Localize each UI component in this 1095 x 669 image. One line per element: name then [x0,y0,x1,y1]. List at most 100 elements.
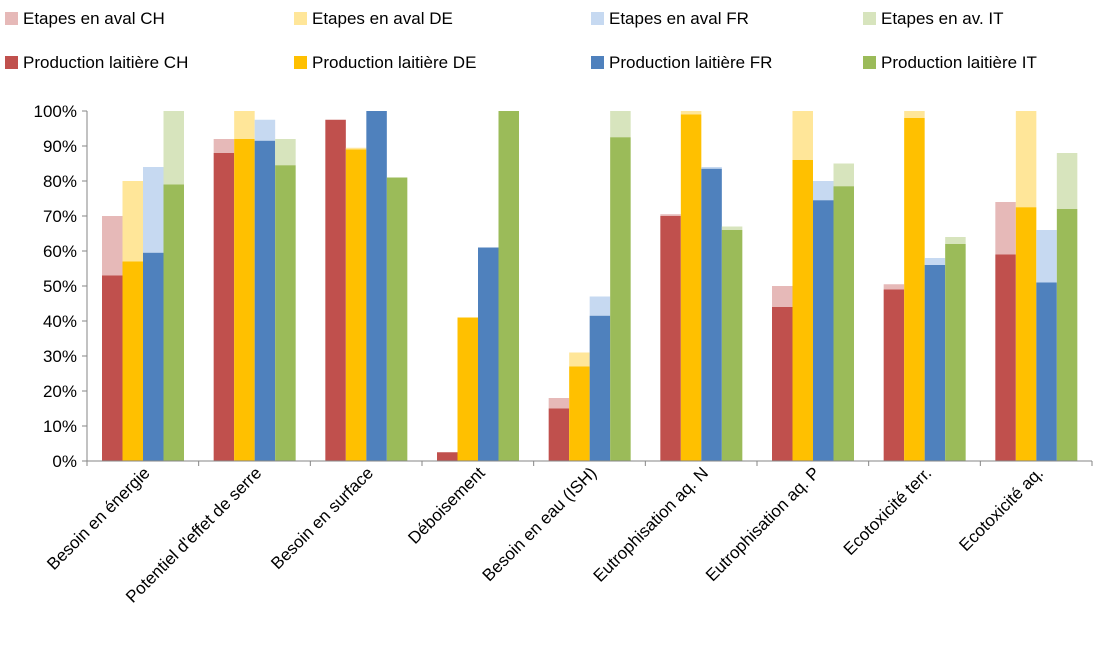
x-category-label: Besoin en énergie [43,463,153,573]
bar-downstream-de-besoin-en-eau-ish [569,352,590,367]
y-tick-label: 20% [43,382,77,401]
bar-downstream-it-ecotoxicite-terr [945,237,966,244]
bar-production-fr-besoin-en-surface [366,111,387,461]
bar-production-ch-potentiel-d-effet-de-serre [213,153,235,461]
x-category-label: Ecotoxicité terr. [840,463,936,559]
bar-downstream-it-ecotoxicite-aq [1056,153,1078,209]
bar-production-it-potentiel-d-effet-de-serre [275,165,296,461]
x-category-label: Déboisement [404,463,488,547]
legend-swatch [863,12,876,25]
legend-label: Etapes en av. IT [881,9,1004,28]
bar-downstream-it-potentiel-d-effet-de-serre [275,139,296,166]
bar-production-ch-deboisement [437,452,458,461]
x-category-label: Eutrophisation aq. P [702,463,824,585]
bar-production-fr-deboisement [478,247,499,461]
legend-label: Etapes en aval FR [609,9,749,28]
bar-downstream-fr-besoin-en-energie [143,167,164,253]
bar-downstream-ch-ecotoxicite-aq [995,202,1016,255]
legend-item-production-laitiere-it: Production laitière IT [863,53,1037,72]
bar-downstream-ch-eutrophisation-aq-n [660,214,681,216]
bar-production-it-besoin-en-energie [163,184,184,461]
bar-production-ch-eutrophisation-aq-p [772,307,793,461]
y-tick-label: 90% [43,137,77,156]
bar-downstream-de-besoin-en-surface [345,147,367,150]
y-tick-label: 70% [43,207,77,226]
bar-production-de-besoin-en-surface [345,149,367,461]
bar-downstream-de-besoin-en-energie [122,181,143,262]
y-tick-label: 40% [43,312,77,331]
bar-production-ch-besoin-en-eau-ish [548,408,570,461]
bars [102,111,1078,461]
bar-production-it-eutrophisation-aq-p [833,186,854,461]
x-category-label: Besoin en surface [267,463,377,573]
legend-label: Production laitière IT [881,53,1037,72]
bar-downstream-it-eutrophisation-aq-p [833,163,854,187]
legend-item-etapes-en-av-it: Etapes en av. IT [863,9,1004,28]
legend-swatch [591,12,604,25]
bar-production-it-deboisement [498,111,519,461]
bar-downstream-de-eutrophisation-aq-p [792,111,813,160]
bar-downstream-it-besoin-en-energie [163,111,184,185]
y-axis: 0% 10% 20% 30% 40% 50% 60% 70% 80% 90% 100% [34,102,88,471]
legend-swatch [863,56,876,69]
bar-downstream-ch-besoin-en-eau-ish [548,398,570,409]
bar-production-fr-eutrophisation-aq-n [701,168,722,461]
bar-downstream-fr-eutrophisation-aq-n [701,167,722,169]
bar-production-ch-besoin-en-surface [325,119,346,461]
x-category-label: Eutrophisation aq. N [590,463,712,585]
bar-downstream-fr-potentiel-d-effet-de-serre [254,119,276,141]
x-category-label: Ecotoxicité aq. [955,463,1047,555]
legend-item-etapes-en-aval-de: Etapes en aval DE [294,9,453,28]
bar-production-ch-ecotoxicite-aq [995,254,1016,461]
bar-production-fr-ecotoxicite-aq [1036,282,1057,461]
bar-downstream-it-besoin-en-eau-ish [610,111,631,138]
bar-downstream-it-eutrophisation-aq-n [721,226,743,230]
legend-swatch [294,56,307,69]
legend-item-etapes-en-aval-fr: Etapes en aval FR [591,9,749,28]
legend-swatch [5,12,18,25]
y-tick-label: 50% [43,277,77,296]
y-tick-label: 60% [43,242,77,261]
x-category-label: Besoin en eau (ISH) [479,463,601,585]
bar-downstream-ch-besoin-en-energie [102,216,123,276]
bar-downstream-ch-potentiel-d-effet-de-serre [213,139,235,153]
y-tick-label: 100% [34,102,77,121]
y-tick-label: 0% [52,452,77,471]
legend-label: Etapes en aval DE [312,9,453,28]
bar-production-fr-potentiel-d-effet-de-serre [254,140,276,461]
legend-label: Production laitière CH [23,53,188,72]
bar-production-de-eutrophisation-aq-n [680,114,702,461]
legend-label: Production laitière FR [609,53,772,72]
bar-production-fr-besoin-en-eau-ish [589,315,611,461]
bar-production-de-besoin-en-energie [122,261,143,461]
bar-production-de-besoin-en-eau-ish [569,366,590,461]
bar-downstream-de-eutrophisation-aq-n [680,111,702,115]
bar-production-it-besoin-en-eau-ish [610,137,631,461]
bar-production-fr-eutrophisation-aq-p [813,200,834,461]
bar-downstream-fr-eutrophisation-aq-p [813,181,834,201]
bar-production-ch-eutrophisation-aq-n [660,216,681,461]
legend-item-production-laitiere-de: Production laitière DE [294,53,476,72]
bar-downstream-de-ecotoxicite-terr [904,111,925,118]
bar-production-it-besoin-en-surface [386,177,408,461]
bar-production-it-eutrophisation-aq-n [721,230,743,461]
bar-production-de-potentiel-d-effet-de-serre [234,139,255,461]
y-tick-label: 10% [43,417,77,436]
bar-downstream-de-potentiel-d-effet-de-serre [234,111,255,139]
bar-downstream-fr-ecotoxicite-aq [1036,230,1057,283]
bar-production-fr-besoin-en-energie [143,252,164,461]
bar-downstream-fr-ecotoxicite-terr [924,258,946,265]
bar-production-fr-ecotoxicite-terr [924,265,946,461]
legend-item-etapes-en-aval-ch: Etapes en aval CH [5,9,165,28]
y-tick-label: 80% [43,172,77,191]
legend-swatch [5,56,18,69]
bar-production-it-ecotoxicite-aq [1056,209,1078,461]
bar-downstream-ch-eutrophisation-aq-p [772,286,793,307]
legend-swatch [294,12,307,25]
bar-production-de-ecotoxicite-terr [904,118,925,461]
legend-item-production-laitiere-fr: Production laitière FR [591,53,772,72]
y-tick-label: 30% [43,347,77,366]
bar-production-de-ecotoxicite-aq [1015,207,1037,461]
bar-downstream-ch-ecotoxicite-terr [883,284,905,290]
